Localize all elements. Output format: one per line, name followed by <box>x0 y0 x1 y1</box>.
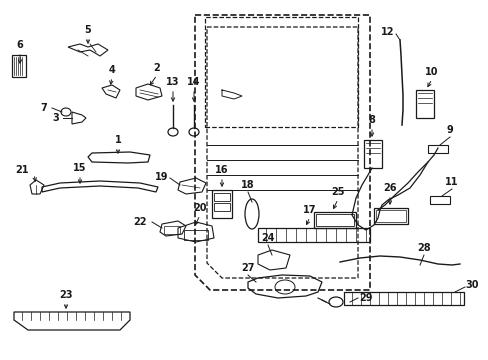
Bar <box>363 140 381 168</box>
Text: 29: 29 <box>359 293 372 303</box>
Text: 16: 16 <box>215 165 228 175</box>
Text: 24: 24 <box>261 233 274 243</box>
Text: 19: 19 <box>155 172 168 182</box>
Text: 5: 5 <box>84 25 91 35</box>
Text: 15: 15 <box>73 163 86 173</box>
Text: 2: 2 <box>153 63 160 73</box>
Bar <box>214 203 229 211</box>
Bar <box>204 17 357 127</box>
Text: 26: 26 <box>383 183 396 193</box>
Bar <box>427 145 447 153</box>
Text: 7: 7 <box>41 103 47 113</box>
Bar <box>429 196 449 204</box>
Bar <box>183 230 207 240</box>
Bar <box>315 214 353 226</box>
Text: 14: 14 <box>187 77 201 87</box>
Text: 10: 10 <box>425 67 438 77</box>
Text: 30: 30 <box>464 280 478 290</box>
Text: 9: 9 <box>446 125 452 135</box>
Text: 13: 13 <box>166 77 180 87</box>
Text: 23: 23 <box>59 290 73 300</box>
Text: 21: 21 <box>15 165 29 175</box>
Bar <box>415 90 433 118</box>
Bar <box>163 226 180 234</box>
Text: 17: 17 <box>303 205 316 215</box>
Text: 27: 27 <box>241 263 254 273</box>
Bar <box>12 55 26 77</box>
Text: 20: 20 <box>193 203 206 213</box>
Text: 6: 6 <box>17 40 23 50</box>
Text: 11: 11 <box>445 177 458 187</box>
Text: 28: 28 <box>416 243 430 253</box>
Bar <box>375 210 405 222</box>
Text: 18: 18 <box>241 180 254 190</box>
Bar <box>214 193 229 201</box>
Text: 1: 1 <box>114 135 121 145</box>
Text: 12: 12 <box>381 27 394 37</box>
Text: 22: 22 <box>133 217 146 227</box>
Text: 8: 8 <box>368 115 375 125</box>
Bar <box>373 208 407 224</box>
Text: 25: 25 <box>330 187 344 197</box>
Bar <box>212 190 231 218</box>
Text: 3: 3 <box>53 113 59 123</box>
Text: 4: 4 <box>108 65 115 75</box>
